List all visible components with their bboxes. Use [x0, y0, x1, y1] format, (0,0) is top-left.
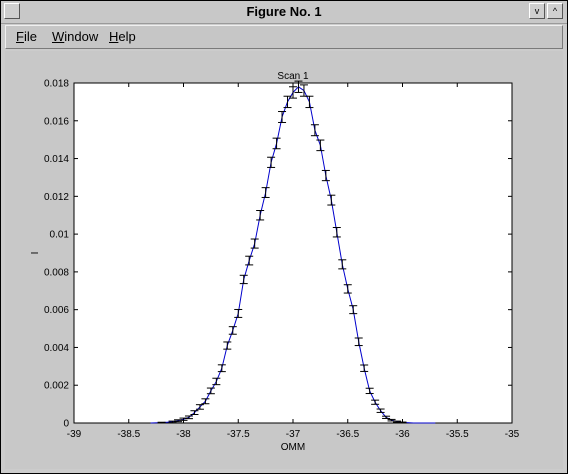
y-tick-label: 0.006 [44, 305, 69, 316]
window-menu-button[interactable] [4, 3, 20, 19]
y-tick-label: 0.01 [50, 230, 70, 241]
y-axis-ticks: 0 0.002 0.004 0.006 0.008 0.01 0.012 0.014 0.016… [44, 79, 512, 430]
x-tick-label: -36 [395, 429, 410, 440]
y-tick-label: 0.008 [44, 267, 69, 278]
x-tick-label: -39 [67, 429, 82, 440]
menu-help[interactable]: Help [109, 29, 136, 44]
y-axis-label: I [30, 252, 41, 255]
y-tick-label: 0.012 [44, 192, 69, 203]
menu-window[interactable]: Window [52, 29, 99, 44]
x-tick-label: -37.5 [227, 429, 250, 440]
plot-area [73, 82, 513, 424]
x-tick-label: -37 [286, 429, 301, 440]
series-line [150, 86, 436, 424]
y-tick-label: 0.014 [44, 154, 69, 165]
x-tick-label: -38 [176, 429, 191, 440]
series-layer [150, 80, 436, 424]
menu-bar: File Window Help [5, 25, 563, 49]
x-tick-label: -36.5 [336, 429, 359, 440]
title-bar[interactable]: Figure No. 1 v ^ [1, 1, 567, 24]
y-tick-label: 0.002 [44, 381, 69, 392]
maximize-button[interactable]: ^ [547, 3, 563, 19]
x-axis-label: OMM [281, 442, 305, 453]
x-tick-label: -35.5 [446, 429, 469, 440]
y-tick-label: 0.004 [44, 343, 69, 354]
x-axis-ticks: -39 -38.5 -38 -37.5 -37 -36.5 -36 -35.5 -35 [67, 83, 520, 440]
y-tick-label: 0 [63, 419, 69, 430]
y-tick-label: 0.018 [44, 79, 69, 90]
figure-canvas: Scan 1 OMM I -39 -38.5 -38 -37.5 -37 -36.5 -36… [5, 51, 563, 469]
x-tick-label: -38.5 [117, 429, 140, 440]
minimize-button[interactable]: v [529, 3, 545, 19]
chart-title: Scan 1 [277, 71, 309, 82]
scan-chart: Scan 1 OMM I -39 -38.5 -38 -37.5 -37 -36.5 -36… [30, 71, 520, 453]
x-tick-label: -35 [505, 429, 520, 440]
menu-file[interactable]: File [16, 29, 37, 44]
y-tick-label: 0.016 [44, 116, 69, 127]
window-title: Figure No. 1 [246, 4, 322, 19]
